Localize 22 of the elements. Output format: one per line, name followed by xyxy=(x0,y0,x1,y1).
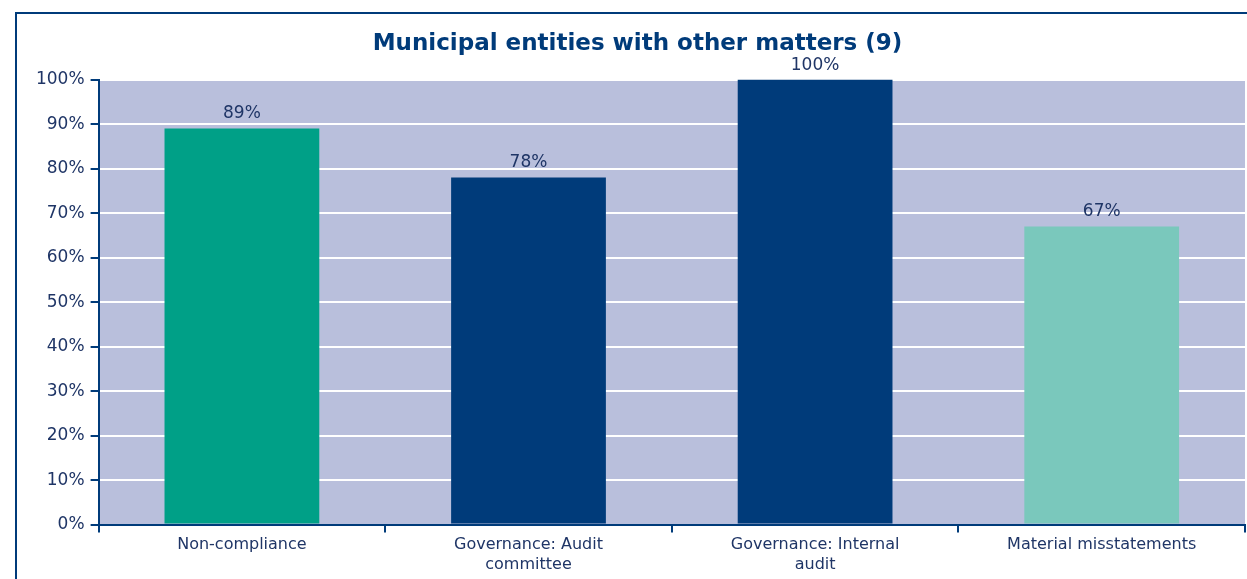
data-label: 78% xyxy=(509,151,548,172)
y-tick-label: 90% xyxy=(46,112,85,133)
y-tick-label: 70% xyxy=(46,201,85,222)
y-tick-label: 50% xyxy=(46,290,85,311)
y-tick-label: 100% xyxy=(35,68,85,89)
bar xyxy=(164,128,320,524)
data-label: 67% xyxy=(1082,200,1121,221)
y-tick-label: 20% xyxy=(46,424,85,445)
y-tick-label: 30% xyxy=(46,379,85,400)
y-tick-label: 60% xyxy=(46,246,85,267)
bar xyxy=(1024,226,1180,524)
y-tick-label: 10% xyxy=(46,468,85,489)
chart-title: Municipal entities with other matters (9) xyxy=(372,28,903,55)
data-label: 100% xyxy=(790,53,840,74)
x-tick-label: Governance: Audit committee xyxy=(454,534,603,573)
x-tick-label: Non-compliance xyxy=(177,534,307,554)
data-label: 89% xyxy=(223,102,261,123)
y-tick-label: 0% xyxy=(57,513,85,534)
y-tick-label: 80% xyxy=(46,157,85,178)
y-tick-label: 40% xyxy=(46,335,85,356)
x-tick-label: Governance: Internal audit xyxy=(730,534,900,573)
x-tick-label: Material misstatements xyxy=(1007,534,1197,554)
